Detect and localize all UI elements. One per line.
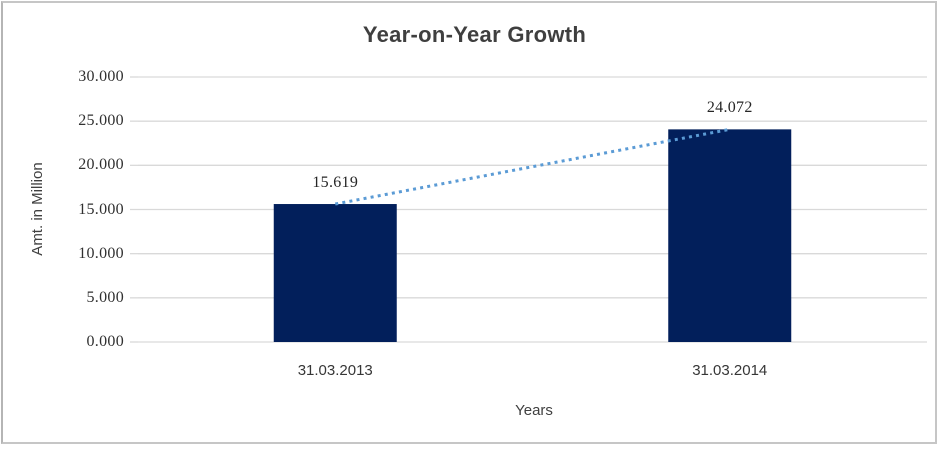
bar (273, 204, 397, 342)
data-label: 15.619 (312, 174, 359, 192)
bar (668, 129, 792, 342)
y-tick-label: 10.000 (78, 244, 124, 262)
y-tick-label: 20.000 (78, 156, 124, 174)
chart-title: Year-on-Year Growth (362, 22, 587, 47)
trendline (334, 127, 731, 206)
y-tick-label: 25.000 (78, 112, 124, 130)
x-axis-title: Years (515, 402, 553, 419)
y-tick-label: 0.000 (86, 333, 124, 350)
y-tick-label: 15.000 (78, 200, 124, 218)
data-label: 24.072 (706, 99, 753, 117)
category-label: 31.03.2014 (692, 362, 768, 379)
y-tick-label: 30.000 (78, 68, 124, 85)
y-tick-label: 5.000 (86, 288, 124, 306)
category-label: 31.03.2013 (297, 362, 373, 379)
